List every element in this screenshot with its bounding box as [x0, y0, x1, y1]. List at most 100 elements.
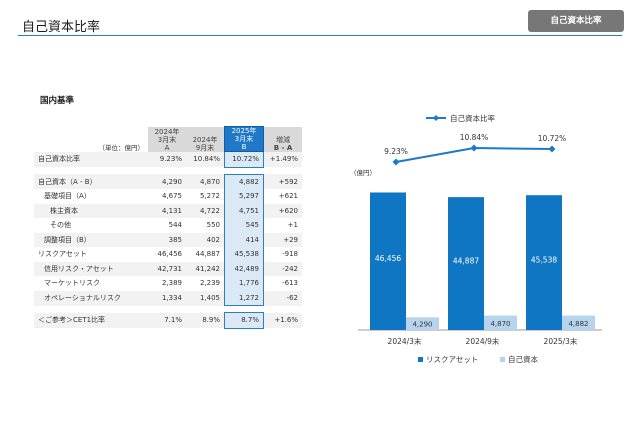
legend-riskasset-swatch — [418, 357, 423, 362]
col-header-b: 2025年 3月末 B — [224, 126, 264, 152]
table-row: マーケットリスク 2,389 2,239 1,776 -613 — [34, 276, 302, 291]
ratio-point — [470, 144, 478, 152]
bar-capital — [406, 317, 439, 330]
row-label: 基礎項目（A） — [44, 192, 91, 201]
col-header-sep: 2024年 9月末 — [186, 126, 225, 152]
table-spacer — [34, 305, 302, 313]
col-header-year: 2025年 — [231, 127, 257, 135]
col-header-year: 2024年 — [192, 135, 218, 144]
row-label: オペレーショナルリスク — [34, 290, 148, 306]
cell-a: 4,675 — [161, 192, 182, 201]
row-label: マーケットリスク — [44, 279, 100, 288]
table-row: その他 544 550 545 +1 — [34, 218, 302, 233]
bar-capital-value: 4,290 — [412, 321, 432, 329]
title-rule — [18, 35, 622, 36]
bar-riskasset — [370, 192, 406, 330]
cell-diff: +1.49% — [263, 151, 302, 167]
col-header-month: 3月末 — [157, 135, 177, 144]
cell-sep: 4,870 — [186, 174, 225, 189]
bar-riskasset — [448, 197, 484, 330]
unit-label: （単位：億円） — [98, 143, 145, 152]
cell-a: 4,131 — [148, 203, 186, 218]
row-label: 株主資本 — [34, 203, 148, 218]
col-header-label: 増減 — [276, 135, 290, 144]
cell-a: 9.23% — [148, 151, 186, 167]
cell-diff: -242 — [263, 261, 302, 276]
bar-capital-value: 4,882 — [568, 320, 588, 328]
cell-diff: -613 — [282, 279, 298, 288]
cell-diff: +592 — [263, 174, 302, 189]
cell-diff: +29 — [263, 232, 302, 247]
x-tick-label: 2025/3末 — [544, 336, 578, 346]
cell-a: 4,290 — [148, 174, 186, 189]
cell-a: 2,389 — [161, 279, 182, 288]
bar-riskasset — [526, 195, 562, 330]
row-label: 自己資本（A - B） — [34, 174, 148, 189]
cell-a: 7.1% — [148, 312, 186, 328]
x-tick-label: 2024/9末 — [466, 336, 500, 346]
col-header-month: 9月末 — [195, 143, 215, 152]
cell-b: 414 — [224, 232, 264, 247]
cell-diff: +1 — [287, 221, 298, 230]
cell-a: 46,456 — [157, 250, 183, 259]
cell-sep: 8.9% — [186, 312, 225, 328]
cell-a: 42,731 — [148, 261, 186, 276]
cell-sep: 550 — [206, 221, 220, 230]
cell-b: 1,272 — [224, 290, 264, 306]
cell-b: 545 — [224, 218, 264, 233]
col-header-key: A — [164, 143, 170, 152]
cell-b: 45,538 — [224, 247, 264, 262]
cell-diff: -62 — [263, 290, 302, 306]
cell-sep: 10.84% — [186, 151, 225, 167]
col-header-year: 2024年 — [154, 127, 180, 136]
ratio-point — [392, 158, 400, 166]
legend-capital-label: 自己資本 — [508, 354, 538, 364]
bar-riskasset-value: 44,887 — [453, 257, 479, 266]
row-label: その他 — [50, 221, 71, 230]
capital-ratio-table: （単位：億円） 2024年 3月末 A 2024年 9月末 2025年 3月末 … — [34, 126, 302, 329]
bar-riskasset-value: 45,538 — [531, 256, 557, 265]
bar-capital-value: 4,870 — [490, 320, 510, 328]
legend-line-label: 自己資本比率 — [450, 113, 495, 123]
legend-line: 自己資本比率 — [426, 113, 495, 123]
col-header-month: 3月末 — [234, 135, 254, 143]
row-label: リスクアセット — [38, 250, 87, 259]
table-row: オペレーショナルリスク 1,334 1,405 1,272 -62 — [34, 290, 302, 306]
table-row: 調整項目（B） 385 402 414 +29 — [34, 232, 302, 247]
legend-riskasset-label: リスクアセット — [426, 355, 478, 364]
cell-b: 4,751 — [224, 203, 264, 218]
cell-b: 1,776 — [224, 276, 264, 291]
plot-area: 46,456 4,290 2024/3末 44,887 4,870 2024/9末 45,5… — [358, 133, 602, 346]
row-label: 自己資本比率 — [34, 151, 148, 167]
col-header-a: 2024年 3月末 A — [148, 126, 186, 152]
cell-diff: +621 — [278, 192, 298, 201]
cell-sep: 5,272 — [199, 192, 220, 201]
cell-sep: 2,239 — [199, 279, 220, 288]
cell-sep: 41,242 — [186, 261, 225, 276]
row-label: 調整項目（B） — [34, 232, 148, 247]
page-title: 自己資本比率 — [22, 20, 101, 35]
table-row: 自己資本比率 9.23% 10.84% 10.72% +1.49% — [34, 151, 302, 168]
cell-sep: 1,405 — [186, 290, 225, 306]
cell-b: 10.72% — [224, 151, 264, 168]
table-row: 信用リスク・アセット 42,731 41,242 42,489 -242 — [34, 261, 302, 276]
col-header-key: B - A — [273, 143, 293, 152]
cell-diff: -918 — [282, 250, 298, 259]
row-label: ＜ご参考＞CET1比率 — [34, 312, 148, 328]
table-row: リスクアセット 46,456 44,887 45,538 -918 — [34, 247, 302, 262]
cell-sep: 402 — [186, 232, 225, 247]
cell-diff: +1.6% — [263, 312, 302, 328]
section-badge: 自己資本比率 — [528, 10, 624, 32]
bar-capital — [484, 315, 517, 330]
row-label: 信用リスク・アセット — [34, 261, 148, 276]
cell-sep: 4,722 — [186, 203, 225, 218]
x-tick-label: 2024/3末 — [388, 336, 422, 346]
capital-ratio-chart: 自己資本比率 （億円） 46,456 4,290 2024/3末 44,887 4,87… — [350, 113, 602, 364]
table-row: 株主資本 4,131 4,722 4,751 +620 — [34, 203, 302, 218]
table-row: 自己資本（A - B） 4,290 4,870 4,882 +592 — [34, 173, 302, 189]
table-header-row: （単位：億円） 2024年 3月末 A 2024年 9月末 2025年 3月末 … — [34, 126, 302, 152]
ratio-point — [548, 145, 556, 153]
y-unit-label: （億円） — [350, 168, 376, 177]
cell-a: 1,334 — [148, 290, 186, 306]
bar-riskasset-value: 46,456 — [375, 254, 401, 263]
